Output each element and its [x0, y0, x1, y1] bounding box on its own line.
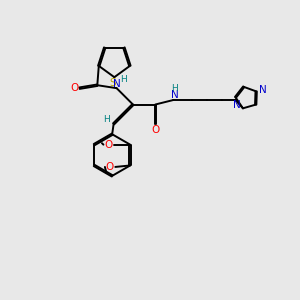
Text: O: O [104, 140, 112, 150]
Text: O: O [106, 162, 114, 172]
Text: S: S [110, 78, 116, 88]
Text: N: N [233, 100, 241, 110]
Text: N: N [259, 85, 267, 95]
Text: O: O [151, 125, 159, 135]
Text: N: N [171, 90, 178, 100]
Text: H: H [171, 84, 178, 93]
Text: H: H [120, 75, 127, 84]
Text: N: N [113, 79, 121, 89]
Text: H: H [103, 115, 110, 124]
Text: O: O [70, 83, 78, 93]
